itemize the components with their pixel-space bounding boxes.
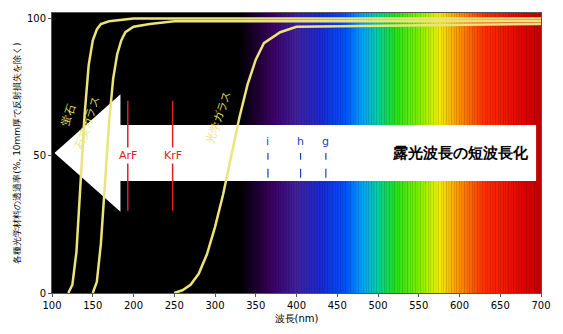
svg-text:650: 650: [491, 300, 510, 311]
svg-text:100: 100: [42, 300, 61, 311]
svg-text:150: 150: [83, 300, 102, 311]
svg-text:350: 350: [246, 300, 265, 311]
svg-text:50: 50: [33, 150, 46, 161]
svg-text:200: 200: [124, 300, 143, 311]
svg-text:h: h: [297, 135, 304, 148]
svg-text:g: g: [322, 135, 329, 148]
svg-text:ArF: ArF: [119, 149, 137, 162]
svg-text:450: 450: [328, 300, 347, 311]
svg-text:i: i: [266, 135, 269, 148]
svg-text:波長(nm): 波長(nm): [275, 313, 319, 324]
svg-text:0: 0: [40, 288, 46, 299]
svg-text:550: 550: [409, 300, 428, 311]
svg-text:500: 500: [368, 300, 387, 311]
svg-text:250: 250: [165, 300, 184, 311]
svg-text:700: 700: [531, 300, 550, 311]
svg-text:600: 600: [450, 300, 469, 311]
svg-text:蛍石: 蛍石: [59, 103, 78, 128]
svg-text:各種光学材料の透過率(%, 10mm厚で反射損失を除く): 各種光学材料の透過率(%, 10mm厚で反射損失を除く): [12, 42, 22, 263]
svg-text:石英ガラス: 石英ガラス: [73, 95, 102, 151]
svg-text:400: 400: [287, 300, 306, 311]
svg-text:100: 100: [27, 13, 46, 24]
svg-text:KrF: KrF: [164, 149, 182, 162]
svg-text:光学ガラス: 光学ガラス: [204, 89, 233, 145]
svg-text:300: 300: [205, 300, 224, 311]
svg-text:露光波長の短波長化: 露光波長の短波長化: [392, 144, 529, 162]
